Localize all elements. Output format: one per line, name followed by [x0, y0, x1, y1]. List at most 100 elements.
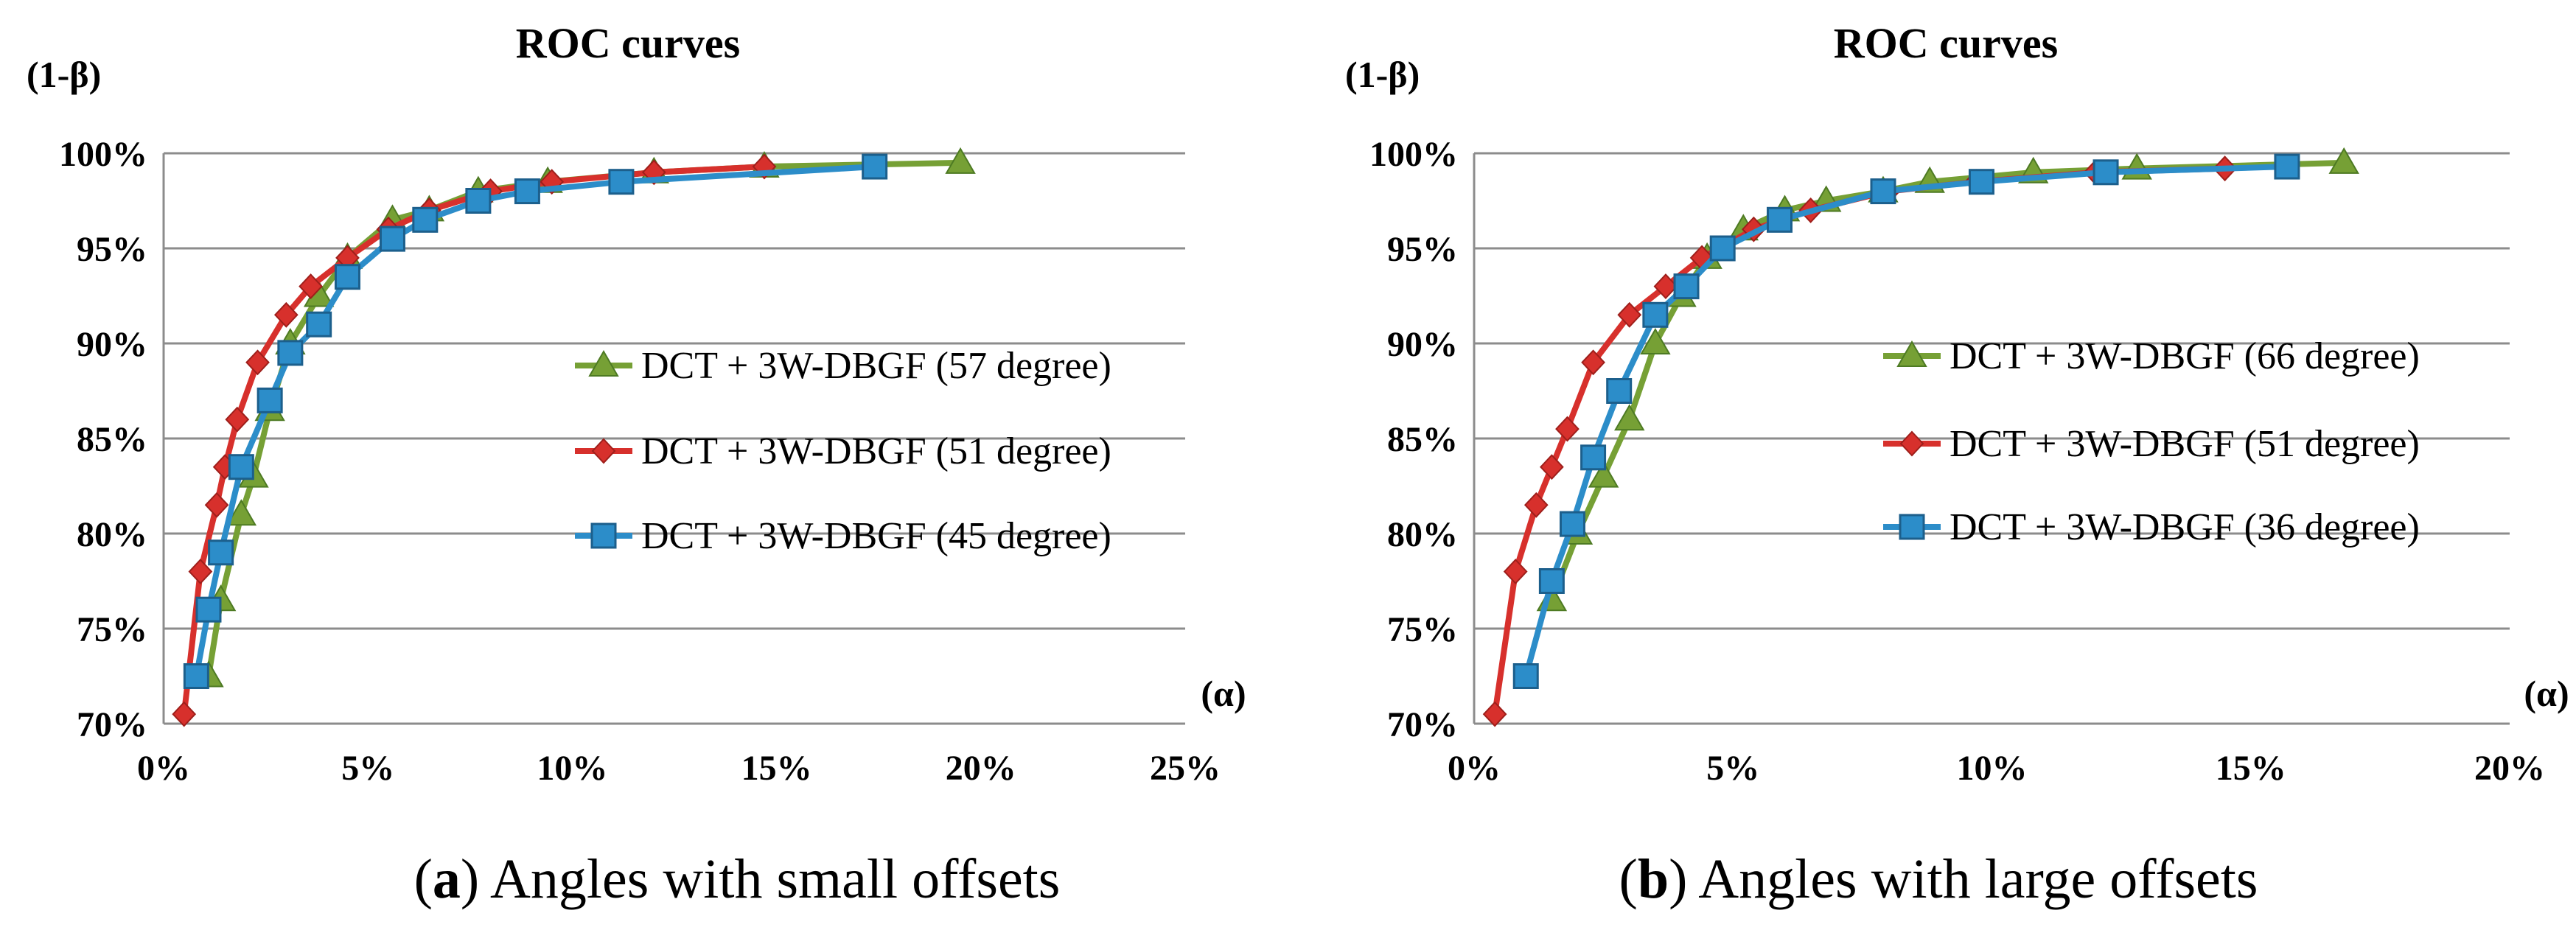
data-point-square	[1870, 178, 1896, 205]
series-square	[183, 153, 888, 689]
data-point-square	[306, 311, 332, 338]
data-point-triangle	[1588, 461, 1619, 488]
data-point-square	[1642, 301, 1669, 328]
x-tick-label: 0%	[137, 749, 190, 788]
data-point-diamond	[1503, 559, 1528, 585]
y-tick-label: 95%	[1387, 230, 1458, 269]
x-tick-label: 15%	[741, 749, 812, 788]
data-point-diamond	[172, 701, 197, 727]
data-point-diamond	[1581, 349, 1605, 376]
chart-panel-b: 70% 75% 80% 85% 90% 95% 100% 0% 5% 10% 15% 20% ROC c…	[1345, 19, 2569, 910]
y-tick-label: 90%	[1387, 325, 1458, 364]
data-point-diamond	[540, 169, 565, 195]
chart-title: ROC curves	[1834, 19, 2058, 67]
data-point-square	[379, 225, 405, 252]
y-axis-title: (1-β)	[27, 54, 101, 95]
y-tick-label: 85%	[77, 420, 147, 459]
data-point-triangle	[226, 499, 257, 526]
data-point-square	[277, 340, 304, 366]
data-point-square	[1968, 169, 1994, 195]
data-point-square	[1673, 273, 1700, 300]
data-point-diamond	[273, 301, 299, 328]
caption-letter: a	[433, 848, 461, 910]
data-point-diamond	[188, 559, 213, 585]
data-point-diamond	[1653, 273, 1678, 300]
data-point-triangle	[945, 147, 976, 174]
x-axis-title: (α)	[2524, 673, 2569, 714]
legend-label: DCT + 3W-DBGF (51 degree)	[641, 430, 1111, 472]
x-tick-label: 25%	[1150, 749, 1221, 788]
x-tick-label: 15%	[2216, 749, 2286, 788]
y-tick-label: 80%	[77, 515, 147, 554]
data-point-diamond	[225, 406, 250, 433]
data-point-square	[1709, 235, 1736, 262]
legend-label: DCT + 3W-DBGF (36 degree)	[1950, 506, 2420, 548]
y-tick-label: 75%	[1387, 610, 1458, 649]
x-axis-title: (α)	[1201, 673, 1246, 714]
data-point-diamond	[1617, 301, 1642, 328]
series-line	[206, 159, 961, 677]
data-point-square	[195, 596, 222, 623]
data-point-square	[2274, 153, 2300, 180]
data-point-diamond	[299, 273, 323, 300]
data-point-square	[465, 188, 492, 214]
data-point-triangle	[1614, 404, 1645, 431]
caption-paren-close: )	[461, 848, 490, 910]
chart-panel-a: 70% 75% 80% 85% 90% 95% 100% 0% 5% 10% 15% 20% 25% RO…	[27, 19, 1246, 910]
y-tick-label: 75%	[77, 610, 147, 649]
series-line	[193, 164, 875, 677]
y-tick-label: 90%	[77, 325, 147, 364]
series-triangle	[193, 147, 976, 688]
legend-marker-triangle	[588, 349, 619, 377]
x-tick-label: 20%	[2474, 749, 2545, 788]
data-point-square	[862, 153, 888, 180]
data-point-diamond	[204, 492, 229, 518]
x-tick-label: 5%	[1706, 749, 1759, 788]
caption-letter: b	[1638, 848, 1669, 910]
data-point-square	[228, 454, 254, 480]
legend-marker-triangle	[1896, 340, 1927, 367]
data-point-square	[334, 264, 360, 290]
data-point-square	[2092, 159, 2119, 186]
legend-marker-diamond	[1899, 430, 1924, 457]
data-point-square	[256, 387, 283, 413]
x-tick-label: 10%	[1957, 749, 2028, 788]
data-point-triangle	[1640, 327, 1671, 354]
legend-marker-square	[590, 522, 617, 549]
data-point-square	[1606, 378, 1633, 404]
legend-label: DCT + 3W-DBGF (51 degree)	[1950, 423, 2420, 465]
figure-caption: (a) Angles with small offsets	[414, 848, 1061, 910]
legend-label: DCT + 3W-DBGF (45 degree)	[641, 515, 1111, 557]
data-point-square	[412, 206, 439, 233]
data-point-square	[1559, 511, 1585, 537]
data-point-square	[1512, 663, 1539, 689]
y-tick-label: 95%	[77, 230, 147, 269]
data-point-diamond	[1482, 701, 1507, 727]
x-tick-label: 0%	[1448, 749, 1501, 788]
data-point-diamond	[245, 349, 270, 376]
y-axis-title: (1-β)	[1345, 54, 1420, 95]
series-square	[1512, 153, 2300, 689]
legend-marker-square	[1899, 514, 1925, 540]
y-tick-label: 100%	[1369, 135, 1458, 174]
chart-title: ROC curves	[516, 19, 740, 67]
figure-caption: (b) Angles with large offsets	[1619, 848, 2258, 910]
y-tick-label: 100%	[59, 135, 147, 174]
data-point-square	[1538, 568, 1565, 594]
data-point-diamond	[1540, 454, 1564, 480]
data-point-square	[514, 178, 540, 205]
y-tick-label: 80%	[1387, 515, 1458, 554]
caption-paren-close: )	[1669, 848, 1698, 910]
y-tick-label: 85%	[1387, 420, 1458, 459]
series-line	[1523, 164, 2288, 677]
y-tick-label: 70%	[77, 705, 147, 744]
x-tick-label: 10%	[537, 749, 607, 788]
data-point-square	[1766, 206, 1793, 233]
x-tick-label: 20%	[946, 749, 1016, 788]
data-point-diamond	[1523, 492, 1549, 518]
caption-description: Angles with large offsets	[1698, 848, 2258, 910]
legend: DCT + 3W-DBGF (66 degree) DCT + 3W-DBGF (…	[1883, 335, 2420, 548]
data-point-square	[183, 663, 209, 689]
data-point-triangle	[2328, 147, 2359, 174]
